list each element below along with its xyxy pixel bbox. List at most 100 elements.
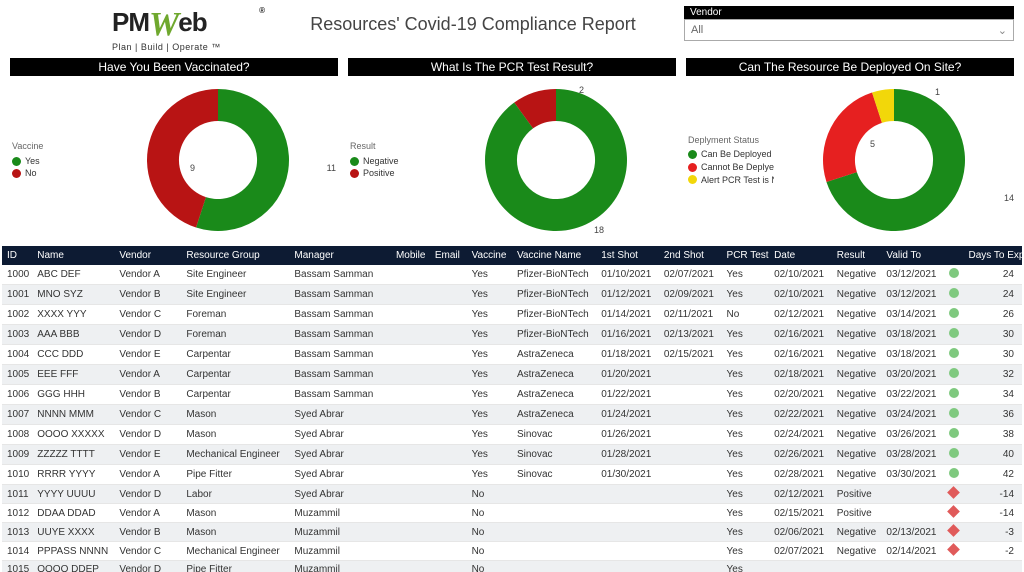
table-cell: 03/22/2021 xyxy=(881,385,944,405)
data-table-wrap: IDNameVendorResource GroupManagerMobileE… xyxy=(0,246,1024,572)
column-header[interactable] xyxy=(944,246,963,265)
table-cell: ABC DEF xyxy=(32,265,114,285)
table-cell: Negative xyxy=(832,425,882,445)
report-page: PMWeb ® Plan | Build | Operate ™ Resourc… xyxy=(0,0,1024,572)
legend-item[interactable]: Alert PCR Test is N... xyxy=(688,174,774,187)
table-row[interactable]: 1013UUYE XXXXVendor BMasonMuzammilNoYes0… xyxy=(2,523,1022,542)
table-cell: Yes xyxy=(722,485,770,504)
table-cell: Yes xyxy=(722,285,770,305)
table-cell: Pfizer-BioNTech xyxy=(512,265,596,285)
table-cell: Negative xyxy=(832,325,882,345)
table-cell xyxy=(391,345,430,365)
table-cell xyxy=(944,285,963,305)
table-row[interactable]: 1002XXXX YYYVendor CForemanBassam Samman… xyxy=(2,305,1022,325)
table-cell xyxy=(659,465,722,485)
legend-item[interactable]: Cannot Be Deplye... xyxy=(688,161,774,174)
table-row[interactable]: 1003AAA BBBVendor DForemanBassam SammanY… xyxy=(2,325,1022,345)
table-cell: 02/18/2021 xyxy=(769,365,832,385)
table-cell xyxy=(944,325,963,345)
column-header[interactable]: Result xyxy=(832,246,882,265)
column-header[interactable]: 2nd Shot xyxy=(659,246,722,265)
column-header[interactable]: Days To Expire▲ xyxy=(964,246,1022,265)
column-header[interactable]: ID xyxy=(2,246,32,265)
table-cell: Syed Abrar xyxy=(289,425,391,445)
table-row[interactable]: 1005EEE FFFVendor ACarpentarBassam Samma… xyxy=(2,365,1022,385)
table-cell: Vendor D xyxy=(114,485,181,504)
table-cell: 1012 xyxy=(2,504,32,523)
table-cell: AstraZeneca xyxy=(512,345,596,365)
column-header[interactable]: PCR Test xyxy=(722,246,770,265)
table-cell: Negative xyxy=(832,445,882,465)
legend-item[interactable]: No xyxy=(12,167,98,180)
column-header[interactable]: Name xyxy=(32,246,114,265)
table-cell: 03/18/2021 xyxy=(881,345,944,365)
table-cell xyxy=(430,542,467,561)
table-cell: 1001 xyxy=(2,285,32,305)
column-header[interactable]: Email xyxy=(430,246,467,265)
table-cell: YYYY UUUU xyxy=(32,485,114,504)
table-cell: 03/12/2021 xyxy=(881,285,944,305)
status-alert-icon xyxy=(947,486,960,499)
column-header[interactable]: Vendor xyxy=(114,246,181,265)
table-cell xyxy=(512,485,596,504)
status-alert-icon xyxy=(947,505,960,518)
table-cell: 03/28/2021 xyxy=(881,445,944,465)
table-cell: Yes xyxy=(467,345,512,365)
status-ok-icon xyxy=(949,288,959,298)
table-cell xyxy=(430,445,467,465)
chart-title: What Is The PCR Test Result? xyxy=(348,58,676,76)
table-cell xyxy=(430,405,467,425)
table-row[interactable]: 1007NNNN MMMVendor CMasonSyed AbrarYesAs… xyxy=(2,405,1022,425)
table-cell xyxy=(881,504,944,523)
table-cell xyxy=(391,365,430,385)
legend-swatch xyxy=(12,169,21,178)
legend-item[interactable]: Negative xyxy=(350,155,436,168)
table-cell xyxy=(944,425,963,445)
table-cell xyxy=(391,445,430,465)
column-header[interactable]: Resource Group xyxy=(181,246,289,265)
table-cell: Negative xyxy=(832,265,882,285)
table-row[interactable]: 1015OOOO DDEPVendor DPipe FitterMuzammil… xyxy=(2,561,1022,572)
chart-legend: Result NegativePositive xyxy=(348,140,436,180)
legend-item[interactable]: Yes xyxy=(12,155,98,168)
donut-chart[interactable]: 1451 xyxy=(774,85,1014,235)
table-row[interactable]: 1009ZZZZZ TTTTVendor EMechanical Enginee… xyxy=(2,445,1022,465)
table-row[interactable]: 1014PPPASS NNNNVendor CMechanical Engine… xyxy=(2,542,1022,561)
table-row[interactable]: 1006GGG HHHVendor BCarpentarBassam Samma… xyxy=(2,385,1022,405)
table-cell xyxy=(430,365,467,385)
table-row[interactable]: 1000ABC DEFVendor ASite EngineerBassam S… xyxy=(2,265,1022,285)
table-row[interactable]: 1011YYYY UUUUVendor DLaborSyed AbrarNoYe… xyxy=(2,485,1022,504)
donut-chart[interactable]: 182 xyxy=(436,85,676,235)
slice-value-label: 18 xyxy=(594,225,604,235)
table-cell: Muzammil xyxy=(289,523,391,542)
table-row[interactable]: 1012DDAA DDADVendor AMasonMuzammilNoYes0… xyxy=(2,504,1022,523)
column-header[interactable]: Vaccine xyxy=(467,246,512,265)
vendor-select[interactable]: All ⌄ xyxy=(684,19,1014,41)
table-row[interactable]: 1008OOOO XXXXXVendor DMasonSyed AbrarYes… xyxy=(2,425,1022,445)
column-header[interactable]: Vaccine Name xyxy=(512,246,596,265)
table-row[interactable]: 1010RRRR YYYYVendor APipe FitterSyed Abr… xyxy=(2,465,1022,485)
table-cell: 03/12/2021 xyxy=(881,265,944,285)
chart-title: Have You Been Vaccinated? xyxy=(10,58,338,76)
legend-item[interactable]: Can Be Deployed xyxy=(688,148,774,161)
table-row[interactable]: 1001MNO SYZVendor BSite EngineerBassam S… xyxy=(2,285,1022,305)
column-header[interactable]: 1st Shot xyxy=(596,246,659,265)
column-header[interactable]: Mobile xyxy=(391,246,430,265)
table-cell: Yes xyxy=(467,445,512,465)
table-cell: Pipe Fitter xyxy=(181,465,289,485)
table-cell: NNNN MMM xyxy=(32,405,114,425)
table-cell: 02/24/2021 xyxy=(769,425,832,445)
table-cell xyxy=(659,523,722,542)
legend-label: Cannot Be Deplye... xyxy=(701,161,774,174)
column-header[interactable]: Date xyxy=(769,246,832,265)
table-cell: ZZZZZ TTTT xyxy=(32,445,114,465)
column-header[interactable]: Valid To xyxy=(881,246,944,265)
legend-label: Negative xyxy=(363,155,399,168)
table-cell: -2 xyxy=(964,542,1022,561)
donut-chart[interactable]: 119 xyxy=(98,85,338,235)
legend-item[interactable]: Positive xyxy=(350,167,436,180)
table-cell: Syed Abrar xyxy=(289,485,391,504)
column-header[interactable]: Manager xyxy=(289,246,391,265)
table-cell: 1013 xyxy=(2,523,32,542)
table-row[interactable]: 1004CCC DDDVendor ECarpentarBassam Samma… xyxy=(2,345,1022,365)
